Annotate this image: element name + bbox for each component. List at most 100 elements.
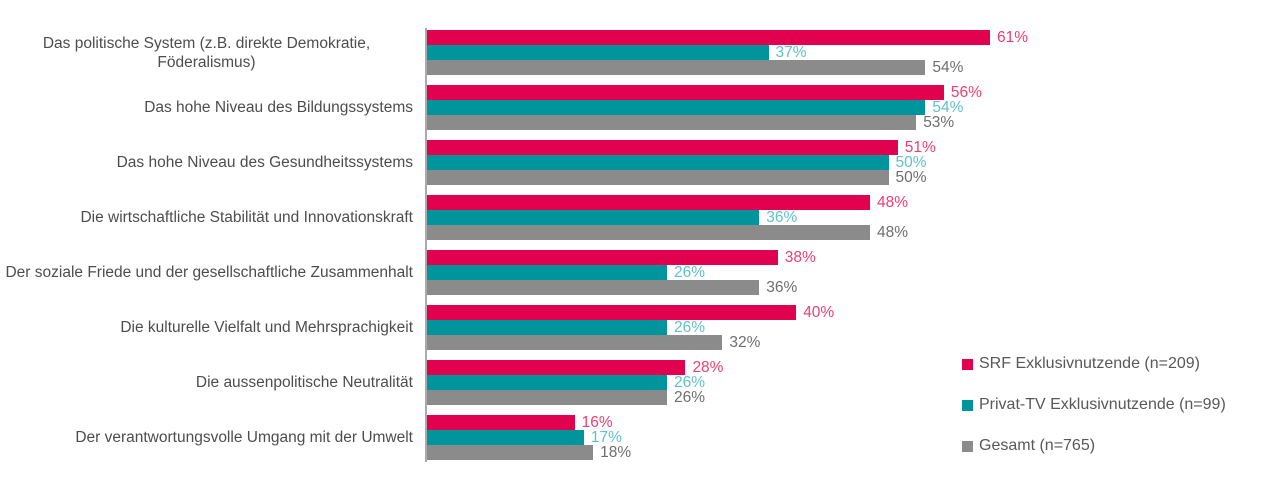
chart-row: Das hohe Niveau des Gesundheitssystems 51… — [0, 139, 1280, 186]
category-cell: Das hohe Niveau des Gesundheitssystems — [0, 140, 413, 185]
bar-line-privat-tv: 26% — [427, 320, 834, 335]
bar-gesamt — [427, 445, 594, 460]
chart-row: Das politische System (z.B. direkte Demo… — [0, 30, 1280, 76]
bar-line-privat-tv: 50% — [427, 155, 936, 170]
chart-row: Das hohe Niveau des Bildungssystems 56% 54… — [0, 85, 1280, 131]
category-cell: Der verantwortungsvolle Umgang mit der U… — [0, 415, 413, 460]
bar-group: 38% 26% 36% — [427, 250, 816, 295]
value-label-privat-tv: 54% — [932, 99, 964, 116]
bar-line-srf: 61% — [427, 30, 1028, 45]
legend-label-gesamt: Gesamt (n=765) — [979, 437, 1096, 454]
value-label-gesamt: 32% — [729, 334, 761, 351]
category-label: Der soziale Friede und der gesellschaftl… — [5, 264, 413, 281]
bar-line-gesamt: 48% — [427, 225, 908, 240]
bar-line-srf: 16% — [427, 415, 631, 430]
chart-row: Die wirtschaftliche Stabilität und Innov… — [0, 195, 1280, 241]
bar-srf — [427, 415, 575, 430]
bar-srf — [427, 250, 778, 265]
value-label-gesamt: 18% — [600, 444, 632, 461]
bar-group: 56% 54% 53% — [427, 85, 982, 130]
bar-gesamt — [427, 280, 760, 295]
bar-gesamt — [427, 115, 917, 130]
bar-line-privat-tv: 26% — [427, 265, 816, 280]
category-label: Das hohe Niveau des Bildungssystems — [144, 99, 413, 116]
legend-swatch-gesamt — [962, 440, 973, 452]
chart-row: Die kulturelle Vielfalt und Mehrsprachig… — [0, 305, 1280, 351]
bar-line-privat-tv: 54% — [427, 100, 982, 115]
bar-line-gesamt: 26% — [427, 390, 723, 405]
value-label-srf: 48% — [877, 194, 909, 211]
legend-item-gesamt: Gesamt (n=765) — [962, 437, 1226, 454]
legend-swatch-privat-tv — [962, 399, 973, 411]
bar-group: 40% 26% 32% — [427, 305, 834, 350]
bar-srf — [427, 305, 797, 320]
bar-srf — [427, 360, 686, 375]
legend-item-privat-tv: Privat-TV Exklusivnutzende (n=99) — [962, 396, 1226, 413]
category-cell: Die aussenpolitische Neutralität — [0, 360, 413, 405]
bar-gesamt — [427, 225, 871, 240]
bar-gesamt — [427, 60, 926, 75]
legend-label-srf: SRF Exklusivnutzende (n=209) — [979, 355, 1200, 372]
category-cell: Die kulturelle Vielfalt und Mehrsprachig… — [0, 305, 413, 350]
value-label-privat-tv: 26% — [673, 374, 705, 391]
bar-srf — [427, 85, 944, 100]
chart-row: Der soziale Friede und der gesellschaftl… — [0, 250, 1280, 296]
bar-privat-tv — [427, 45, 769, 60]
value-label-srf: 28% — [692, 359, 724, 376]
value-label-gesamt: 36% — [766, 279, 798, 296]
category-label: Das hohe Niveau des Gesundheitssystems — [116, 154, 413, 171]
legend-swatch-srf — [962, 358, 973, 370]
category-label: Die wirtschaftliche Stabilität und Innov… — [80, 209, 413, 226]
value-label-gesamt: 54% — [932, 59, 964, 76]
chart-row: Die aussenpolitische Neutralität 28% 26% 26… — [0, 360, 1280, 406]
bar-line-srf: 28% — [427, 360, 723, 375]
bar-line-privat-tv: 36% — [427, 210, 908, 225]
value-label-gesamt: 26% — [673, 389, 705, 406]
category-cell: Das politische System (z.B. direkte Demo… — [0, 30, 413, 75]
legend-label-privat-tv: Privat-TV Exklusivnutzende (n=99) — [979, 396, 1226, 413]
value-label-gesamt: 50% — [895, 169, 927, 186]
bar-group: 28% 26% 26% — [427, 360, 723, 405]
bar-privat-tv — [427, 100, 926, 115]
value-label-srf: 56% — [950, 84, 982, 101]
bar-gesamt — [427, 335, 723, 350]
bar-line-gesamt: 36% — [427, 280, 816, 295]
bar-privat-tv — [427, 155, 889, 170]
value-label-gesamt: 53% — [923, 114, 955, 131]
value-label-srf: 51% — [904, 139, 936, 156]
category-label: Das politische System (z.B. direkte Demo… — [42, 34, 371, 71]
bar-line-gesamt: 50% — [427, 170, 936, 185]
value-label-srf: 16% — [581, 414, 613, 431]
value-label-privat-tv: 26% — [673, 264, 705, 281]
bar-line-srf: 48% — [427, 195, 908, 210]
category-label: Der verantwortungsvolle Umgang mit der U… — [75, 429, 413, 446]
bar-group: 61% 37% 54% — [427, 30, 1028, 75]
bar-gesamt — [427, 170, 889, 185]
legend: SRF Exklusivnutzende (n=209) Privat-TV E… — [962, 355, 1226, 479]
category-cell: Das hohe Niveau des Bildungssystems — [0, 85, 413, 130]
plot-rows: Das politische System (z.B. direkte Demo… — [0, 30, 1280, 470]
bar-line-privat-tv: 17% — [427, 430, 631, 445]
value-label-privat-tv: 26% — [673, 319, 705, 336]
bar-privat-tv — [427, 210, 760, 225]
value-label-srf: 38% — [784, 249, 816, 266]
bar-line-srf: 40% — [427, 305, 834, 320]
bar-line-gesamt: 18% — [427, 445, 631, 460]
bar-srf — [427, 140, 898, 155]
value-label-privat-tv: 17% — [590, 429, 622, 446]
category-cell: Der soziale Friede und der gesellschaftl… — [0, 250, 413, 295]
value-label-privat-tv: 50% — [895, 154, 927, 171]
bar-srf — [427, 195, 871, 210]
bar-privat-tv — [427, 430, 584, 445]
bar-line-privat-tv: 37% — [427, 45, 1028, 60]
bar-group: 16% 17% 18% — [427, 415, 631, 460]
value-label-gesamt: 48% — [877, 224, 909, 241]
bar-group: 48% 36% 48% — [427, 195, 908, 240]
category-cell: Die wirtschaftliche Stabilität und Innov… — [0, 195, 413, 240]
chart-row: Der verantwortungsvolle Umgang mit der U… — [0, 415, 1280, 461]
bar-privat-tv — [427, 265, 667, 280]
bar-line-srf: 56% — [427, 85, 982, 100]
bar-srf — [427, 30, 991, 45]
bar-line-gesamt: 54% — [427, 60, 1028, 75]
